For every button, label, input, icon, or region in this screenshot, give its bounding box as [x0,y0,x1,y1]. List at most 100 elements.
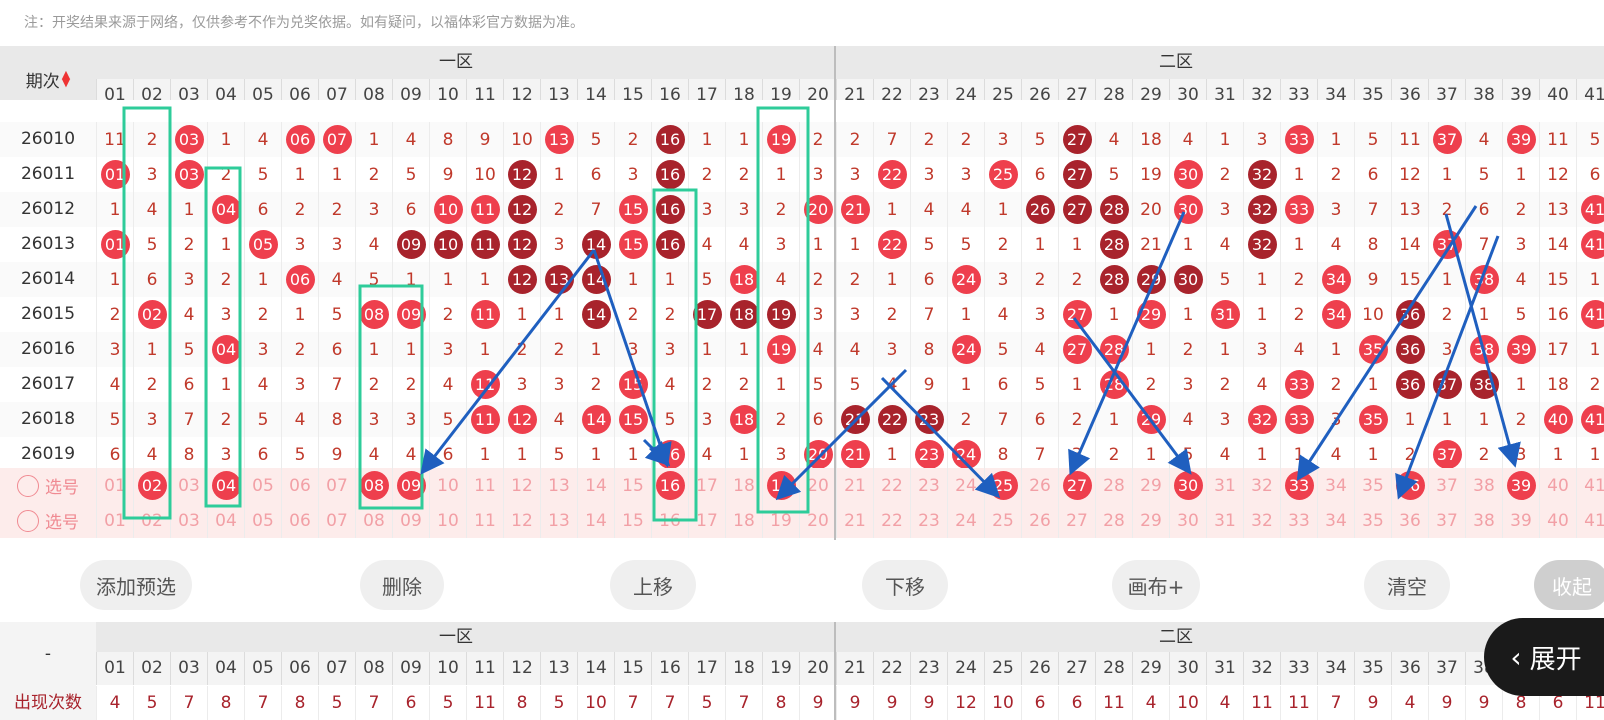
number-cell[interactable]: 2 [1465,437,1502,472]
number-cell[interactable]: 4 [244,367,281,402]
number-cell[interactable]: 3 [503,367,540,402]
number-cell[interactable]: 2 [1502,402,1539,437]
table-row[interactable]: 26013 01 5 2 1 05 3 3 4 09 10 11 12 3 14 15 16 4 4 3 1 1 22 5 5 2… [0,227,1604,262]
number-cell[interactable]: 15 [614,192,651,227]
number-cell[interactable]: 18 [725,297,762,332]
number-cell[interactable]: 9 [318,437,355,472]
number-cell[interactable]: 5 [947,227,984,262]
number-cell[interactable]: 6 [1576,157,1604,192]
number-cell[interactable]: 33 [1280,367,1317,402]
table-row[interactable]: 26019 6 4 8 3 6 5 9 4 4 6 1 1 5 1 1 16 4 1 3 20 21 1 23 24 8 7 3 2 1 5… [0,437,1604,472]
number-cell[interactable]: 21 [836,192,873,227]
selectable-number[interactable]: 05 [244,503,281,538]
number-cell[interactable]: 3 [429,332,466,367]
number-cell[interactable]: 6 [1021,157,1058,192]
number-cell[interactable]: 4 [688,437,725,472]
number-cell[interactable]: 1 [1169,297,1206,332]
number-cell[interactable]: 4 [1465,122,1502,157]
number-cell[interactable]: 20 [1132,192,1169,227]
number-cell[interactable]: 3 [836,297,873,332]
number-cell[interactable]: 3 [614,332,651,367]
number-cell[interactable]: 7 [318,367,355,402]
number-cell[interactable]: 06 [281,122,318,157]
number-cell[interactable]: 1 [1428,262,1465,297]
selectable-number[interactable]: 07 [318,468,355,503]
number-cell[interactable]: 2 [318,192,355,227]
selectable-number[interactable]: 01 [96,503,133,538]
number-cell[interactable]: 1 [1206,332,1243,367]
canvas-plus-button[interactable]: 画布+ [1112,560,1200,610]
number-cell[interactable]: 3 [207,297,244,332]
number-cell[interactable]: 3 [540,227,577,262]
number-cell[interactable]: 2 [688,157,725,192]
number-cell[interactable]: 1 [873,262,910,297]
number-cell[interactable]: 1 [392,262,429,297]
number-cell[interactable]: 2 [614,122,651,157]
number-cell[interactable]: 35 [1354,332,1391,367]
number-cell[interactable]: 1 [762,367,799,402]
number-cell[interactable]: 11 [466,367,503,402]
number-cell[interactable]: 1 [725,332,762,367]
selectable-number[interactable]: 23 [910,503,947,538]
selectable-number[interactable]: 25 [984,468,1021,503]
number-cell[interactable]: 1 [392,332,429,367]
number-cell[interactable]: 6 [984,367,1021,402]
number-cell[interactable]: 30 [1169,157,1206,192]
number-cell[interactable]: 24 [947,262,984,297]
number-cell[interactable]: 41 [1576,402,1604,437]
number-cell[interactable]: 2 [725,367,762,402]
number-cell[interactable]: 19 [762,332,799,367]
number-cell[interactable]: 1 [1428,402,1465,437]
number-cell[interactable]: 18 [1132,122,1169,157]
number-cell[interactable]: 12 [503,402,540,437]
number-cell[interactable]: 6 [244,437,281,472]
selectable-number[interactable]: 08 [355,503,392,538]
number-cell[interactable]: 1 [1354,437,1391,472]
number-cell[interactable]: 27 [1058,297,1095,332]
number-cell[interactable]: 4 [799,332,836,367]
number-cell[interactable]: 7 [1354,192,1391,227]
number-cell[interactable]: 37 [1428,437,1465,472]
number-cell[interactable]: 4 [947,192,984,227]
number-cell[interactable]: 5 [1095,157,1132,192]
number-cell[interactable]: 32 [1243,157,1280,192]
number-cell[interactable]: 3 [1206,192,1243,227]
selectable-number[interactable]: 11 [466,503,503,538]
number-cell[interactable]: 01 [96,227,133,262]
number-cell[interactable]: 18 [725,262,762,297]
number-cell[interactable]: 1 [947,367,984,402]
add-preselect-button[interactable]: 添加预选 [80,560,192,610]
table-row[interactable]: 26018 5 3 7 2 5 4 8 3 3 5 11 12 4 14 15 5 3 18 2 6 21 22 23 2 7 6 2… [0,402,1604,437]
number-cell[interactable]: 1 [207,367,244,402]
number-cell[interactable]: 1 [1095,402,1132,437]
selectable-number[interactable]: 21 [836,468,873,503]
number-cell[interactable]: 09 [392,297,429,332]
number-cell[interactable]: 16 [651,157,688,192]
number-cell[interactable]: 2 [244,297,281,332]
selectable-number[interactable]: 39 [1502,468,1539,503]
number-cell[interactable]: 1 [873,437,910,472]
number-cell[interactable]: 4 [1206,437,1243,472]
number-cell[interactable]: 1 [429,262,466,297]
number-cell[interactable]: 4 [133,437,170,472]
selectable-number[interactable]: 34 [1317,503,1354,538]
number-cell[interactable]: 6 [244,192,281,227]
number-cell[interactable]: 27 [1058,332,1095,367]
number-cell[interactable]: 9 [1354,262,1391,297]
number-cell[interactable]: 11 [466,227,503,262]
number-cell[interactable]: 1 [1317,332,1354,367]
number-cell[interactable]: 3 [688,402,725,437]
number-cell[interactable]: 40 [1539,402,1576,437]
number-cell[interactable]: 2 [429,297,466,332]
number-cell[interactable]: 4 [392,122,429,157]
number-cell[interactable]: 2 [1280,297,1317,332]
number-cell[interactable]: 3 [133,402,170,437]
number-cell[interactable]: 4 [1169,402,1206,437]
number-cell[interactable]: 1 [1243,262,1280,297]
selectable-number[interactable]: 05 [244,468,281,503]
selectable-number[interactable]: 19 [762,503,799,538]
number-cell[interactable]: 2 [281,192,318,227]
number-cell[interactable]: 14 [1391,227,1428,262]
selectable-number[interactable]: 28 [1095,503,1132,538]
number-cell[interactable]: 2 [1428,297,1465,332]
